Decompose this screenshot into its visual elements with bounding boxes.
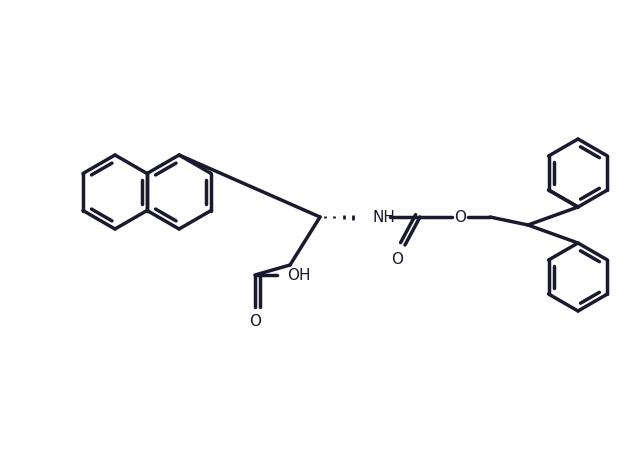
Text: NH: NH <box>372 210 395 225</box>
Text: O: O <box>454 210 466 225</box>
Text: OH: OH <box>287 267 310 282</box>
Text: O: O <box>391 251 403 266</box>
Text: O: O <box>249 313 261 329</box>
